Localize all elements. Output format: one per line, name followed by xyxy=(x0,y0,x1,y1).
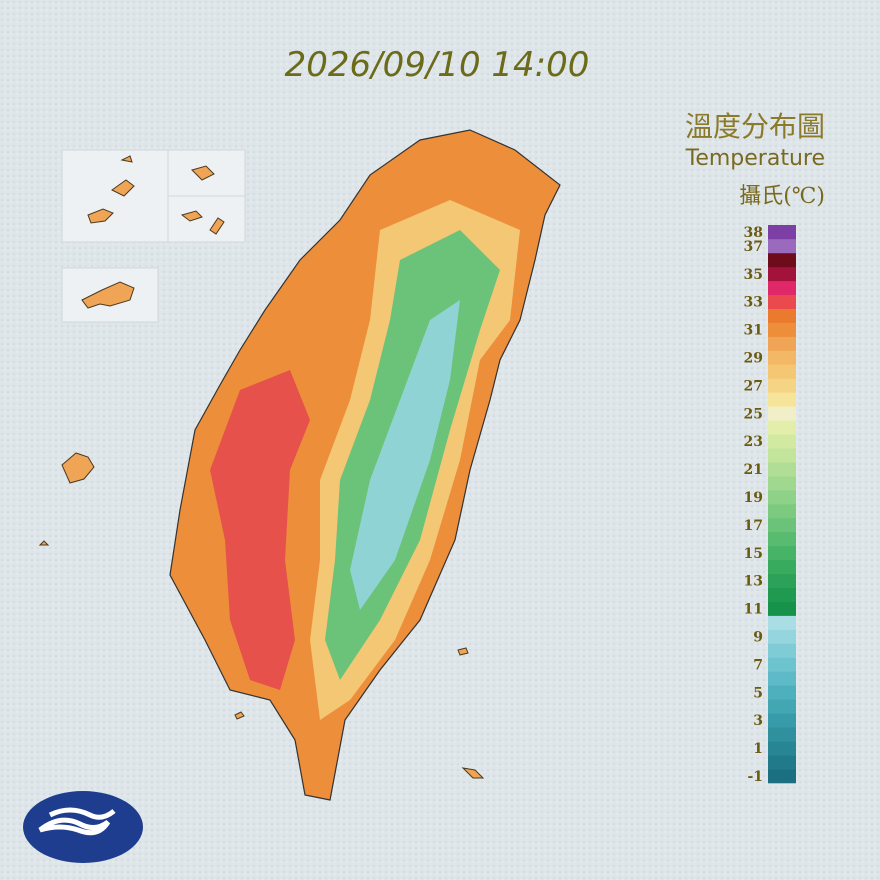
colorbar-band xyxy=(768,392,796,407)
colorbar-band xyxy=(768,615,796,630)
colorbar-band xyxy=(768,769,796,784)
colorbar-band xyxy=(768,364,796,379)
colorbar-band xyxy=(768,476,796,491)
colorbar-band xyxy=(768,587,796,602)
colorbar-tick-label: 21 xyxy=(744,462,763,478)
colorbar-tick-label: 1 xyxy=(753,741,763,757)
colorbar-band xyxy=(768,643,796,658)
colorbar-tick-label: 38 xyxy=(744,225,763,241)
colorbar-band xyxy=(768,238,796,254)
colorbar-band xyxy=(768,420,796,435)
colorbar-band xyxy=(768,699,796,714)
colorbar-tick-label: 33 xyxy=(744,295,763,311)
colorbar-band xyxy=(768,490,796,505)
colorbar-band xyxy=(768,517,796,533)
colorbar-band xyxy=(768,462,796,477)
legend-unit: 攝氏(℃) xyxy=(739,184,825,209)
colorbar-band xyxy=(768,336,796,351)
colorbar-tick-label: 35 xyxy=(744,267,763,283)
colorbar-band xyxy=(768,531,796,547)
colorbar-band xyxy=(768,350,796,365)
colorbar-band xyxy=(768,252,796,268)
legend-subtitle: Temperature xyxy=(685,146,825,171)
colorbar-band xyxy=(768,322,796,337)
colorbar-band xyxy=(768,727,796,742)
colorbar-tick-label: 25 xyxy=(744,406,763,422)
colorbar-band xyxy=(768,378,796,393)
colorbar-tick-label: 15 xyxy=(744,546,763,562)
legend-title: 溫度分布圖 xyxy=(685,110,825,143)
colorbar-band xyxy=(768,685,796,700)
taiwan-map xyxy=(169,129,561,801)
colorbar-tick-label: 19 xyxy=(744,490,763,506)
colorbar-tick-label: 13 xyxy=(744,574,763,590)
cwa-logo xyxy=(23,791,143,863)
colorbar-band xyxy=(768,266,796,282)
colorbar-tick-label: 31 xyxy=(744,323,763,339)
colorbar-band xyxy=(768,601,796,616)
colorbar-tick-label: 29 xyxy=(744,351,763,367)
colorbar-tick-label: 23 xyxy=(744,434,763,450)
colorbar-band xyxy=(768,713,796,728)
colorbar-tick-label: -1 xyxy=(747,769,763,785)
colorbar-band xyxy=(768,504,796,519)
colorbar-band xyxy=(768,280,796,296)
colorbar-band xyxy=(768,308,796,323)
timestamp: 2026/09/10 14:00 xyxy=(285,45,590,85)
colorbar-tick-label: 37 xyxy=(744,239,763,255)
colorbar-band xyxy=(768,294,796,309)
colorbar-tick-label: 9 xyxy=(753,630,763,646)
colorbar-band xyxy=(768,545,796,561)
colorbar-tick-label: 27 xyxy=(744,378,763,394)
colorbar-tick-label: 7 xyxy=(753,657,763,673)
colorbar-tick-label: 17 xyxy=(744,518,763,534)
colorbar-band xyxy=(768,434,796,449)
colorbar-tick-label: 3 xyxy=(753,713,763,729)
colorbar-band xyxy=(768,657,796,672)
colorbar-band xyxy=(768,448,796,463)
colorbar-band xyxy=(768,671,796,686)
colorbar-tick-label: 11 xyxy=(744,602,763,618)
colorbar-band xyxy=(768,406,796,421)
colorbar-band xyxy=(768,741,796,756)
inset-islands xyxy=(38,149,485,779)
colorbar-band xyxy=(768,629,796,644)
colorbar-tick-label: 5 xyxy=(753,685,763,701)
colorbar-band xyxy=(768,573,796,588)
colorbar-band xyxy=(768,559,796,575)
colorbar-band xyxy=(768,225,796,240)
colorbar-band xyxy=(768,755,796,770)
